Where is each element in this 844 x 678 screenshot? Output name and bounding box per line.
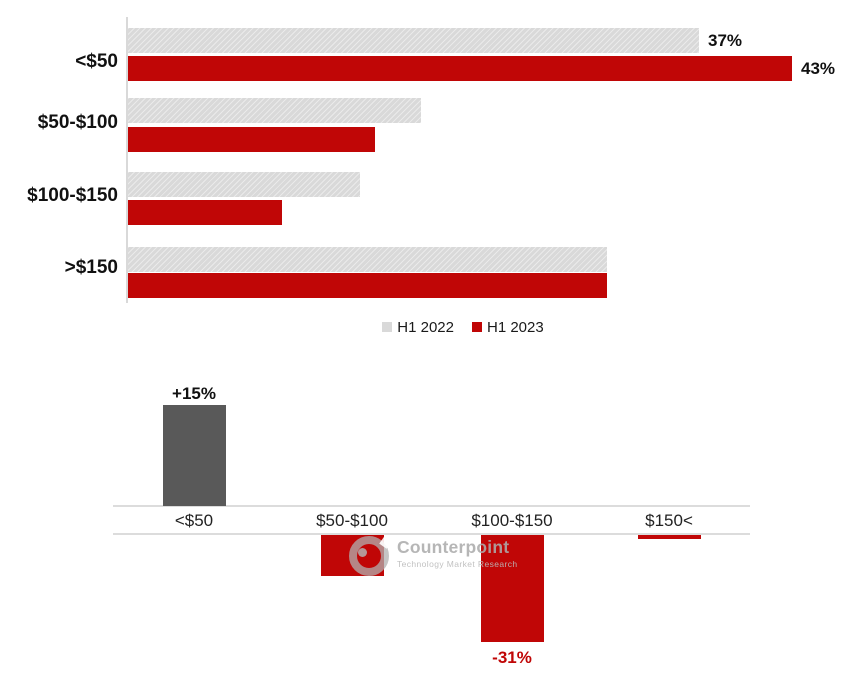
counterpoint-watermark: Counterpoint Technology Market Research bbox=[349, 536, 517, 576]
top-category-label: $100-$150 bbox=[27, 185, 118, 206]
legend: H1 2022 H1 2023 bbox=[126, 316, 800, 338]
watermark-brand: Counterpoint bbox=[397, 537, 510, 557]
top-chart-plot-area: 37% 43% bbox=[126, 17, 836, 303]
top-category-label: $50-$100 bbox=[37, 112, 118, 133]
bottom-category-label: $50-$100 bbox=[316, 511, 388, 530]
yoy-change-value-label: -31% bbox=[492, 648, 532, 667]
legend-label: H1 2023 bbox=[487, 318, 544, 336]
top-category-label: <$50 bbox=[75, 51, 118, 72]
h1-2023-swatch-icon bbox=[472, 322, 482, 332]
h1-2023-bar-<$50 bbox=[128, 56, 792, 81]
bar-value-label: 37% bbox=[708, 31, 743, 50]
h1-2022-bar-$100-$150 bbox=[128, 172, 360, 197]
yoy-change-value-label: +15% bbox=[172, 384, 216, 403]
yoy-change-bar-<$50 bbox=[162, 405, 226, 506]
yoy-change-bar-$100-$150 bbox=[480, 535, 544, 642]
yoy-change-bar-$150< bbox=[637, 535, 701, 539]
legend-label: H1 2022 bbox=[397, 318, 454, 336]
h1-2022-bar->$150 bbox=[128, 247, 607, 272]
counterpoint-logo-icon bbox=[349, 536, 389, 576]
counterpoint-watermark-text: Counterpoint Technology Market Research bbox=[397, 536, 518, 570]
legend-item-h1-2023: H1 2023 bbox=[472, 319, 544, 336]
legend-item-h1-2022: H1 2022 bbox=[382, 319, 454, 336]
h1-2022-bar-<$50 bbox=[128, 28, 699, 53]
bottom-category-label: <$50 bbox=[174, 511, 214, 530]
bar-value-label: 43% bbox=[801, 59, 836, 78]
zero-axis-line bbox=[113, 505, 750, 507]
h1-2022-swatch-icon bbox=[382, 322, 393, 332]
h1-2023-bar->$150 bbox=[128, 273, 607, 298]
label-band-line bbox=[113, 533, 750, 535]
bottom-category-label: $150< bbox=[645, 511, 693, 530]
h1-2023-bar-$50-$100 bbox=[128, 127, 375, 152]
h1-2022-bar-$50-$100 bbox=[128, 98, 421, 123]
top-category-label: >$150 bbox=[64, 257, 118, 278]
bottom-category-label: $100-$150 bbox=[471, 511, 553, 530]
watermark-tagline: Technology Market Research bbox=[397, 559, 518, 569]
h1-2023-bar-$100-$150 bbox=[128, 200, 282, 225]
